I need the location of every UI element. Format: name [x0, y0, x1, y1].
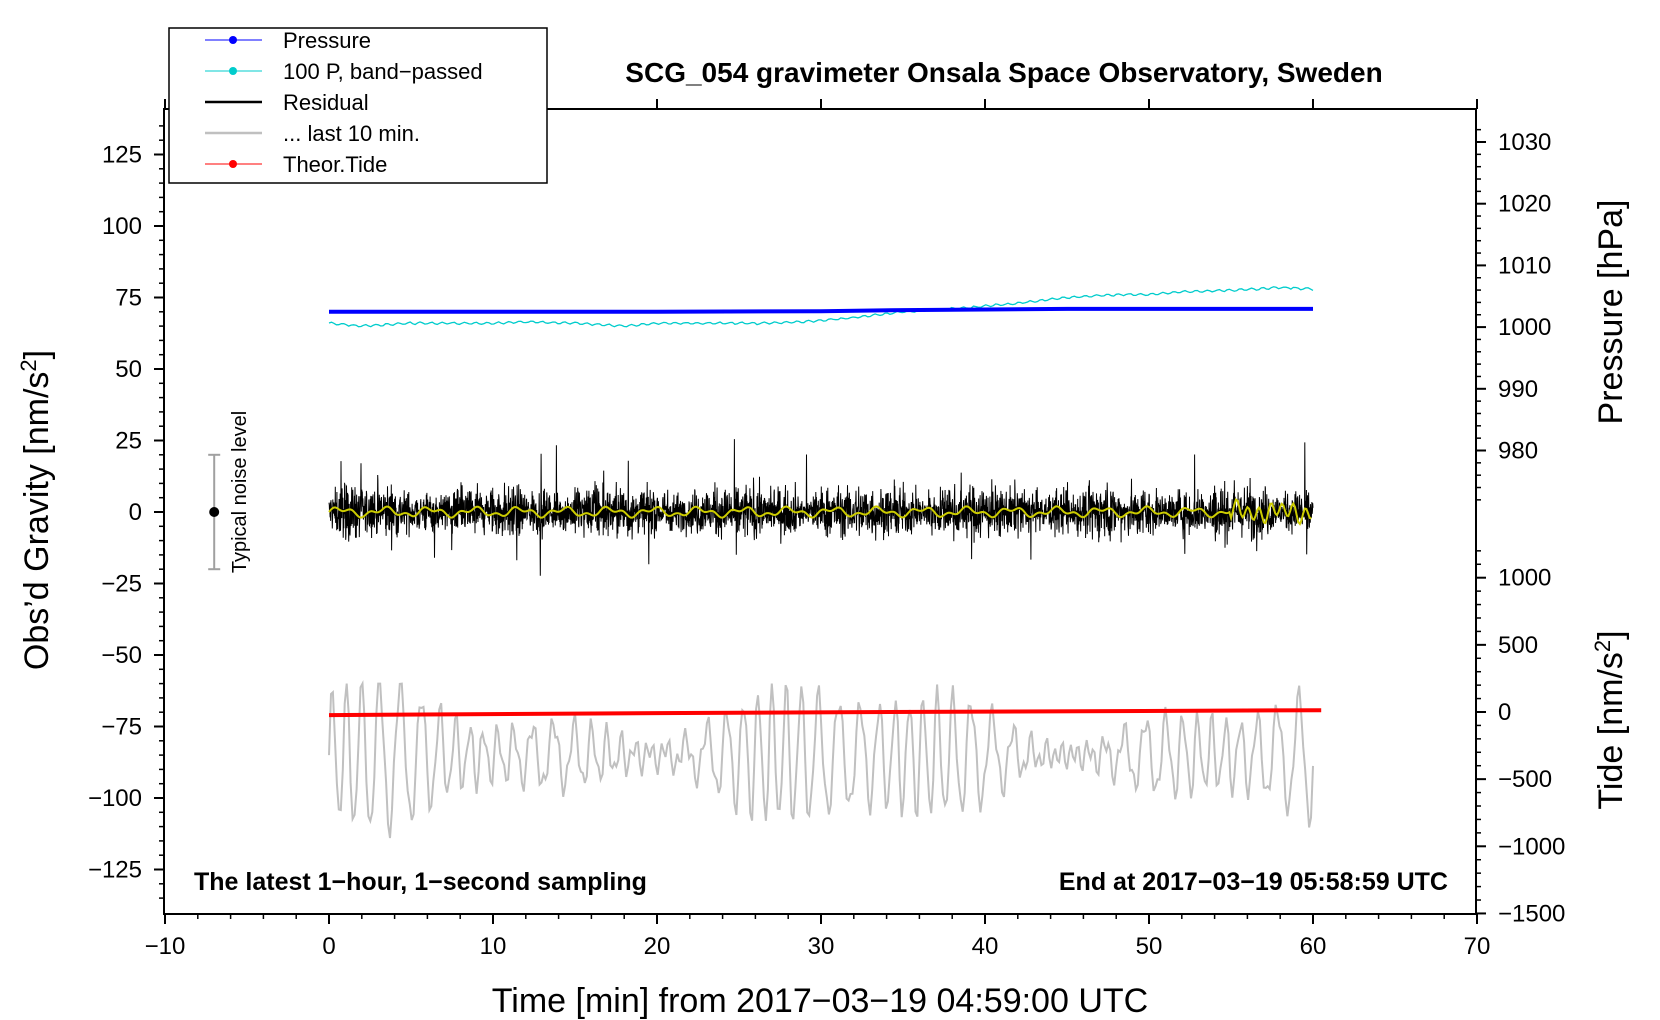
y-tick-label: 100: [102, 213, 142, 240]
x-tick-label: 10: [480, 933, 507, 960]
noise-indicator: Typical noise level: [208, 411, 251, 573]
series-pressure: [329, 306, 1313, 314]
pressure-tick-label: 1020: [1498, 191, 1551, 218]
tide-tick-label: −500: [1498, 766, 1552, 793]
x-tick-label: 40: [972, 933, 999, 960]
series-layer: [328, 286, 1322, 839]
pressure-tick-label: 1030: [1498, 129, 1551, 156]
x-tick-label: 20: [644, 933, 671, 960]
legend-label: Residual: [283, 90, 369, 115]
y-tick-label: −125: [88, 857, 142, 884]
y-tick-label: 75: [115, 285, 142, 312]
x-tick-label: 50: [1136, 933, 1163, 960]
series-theor-tide: [328, 708, 1322, 718]
pressure-tick-label: 1010: [1498, 252, 1551, 279]
tide-tick-label: 1000: [1498, 565, 1551, 592]
y-tick-label: 0: [129, 499, 142, 526]
pressure-tick-label: 990: [1498, 376, 1538, 403]
series-residual-smoothed: [328, 498, 1312, 526]
series-last-10-min: [328, 679, 1314, 839]
y-tick-label: 25: [115, 428, 142, 455]
footer-left-note: The latest 1−hour, 1−second sampling: [194, 868, 647, 896]
legend-label: Pressure: [283, 28, 371, 53]
x-tick-label: 70: [1464, 933, 1491, 960]
x-tick-label: 30: [808, 933, 835, 960]
pressure-tick-label: 1000: [1498, 314, 1551, 341]
legend-label: ... last 10 min.: [283, 121, 420, 146]
y-tick-label: −50: [101, 642, 142, 669]
tide-tick-label: 0: [1498, 699, 1511, 726]
chart-title: SCG_054 gravimeter Onsala Space Observat…: [625, 57, 1382, 88]
x-tick-label: −10: [145, 933, 186, 960]
y-tick-label: −75: [101, 714, 142, 741]
pressure-tick-label: 980: [1498, 438, 1538, 465]
y-tick-label: −25: [101, 571, 142, 598]
legend-label: Theor.Tide: [283, 152, 387, 177]
y-axis-pressure-title: Pressure [hPa]: [1592, 200, 1630, 425]
legend-swatch-dot: [229, 160, 237, 168]
series-residual: [328, 439, 1314, 576]
footer-right-note: End at 2017−03−19 05:58:59 UTC: [1059, 868, 1448, 896]
x-tick-label: 0: [322, 933, 335, 960]
y-axis-left-title: Obs’d Gravity [nm/s2]: [16, 350, 56, 670]
legend-swatch-dot: [229, 67, 237, 75]
y-tick-label: 125: [102, 142, 142, 169]
legend: Pressure 100 P, band−passed Residual ... la…: [168, 27, 548, 184]
legend-label: 100 P, band−passed: [283, 59, 483, 84]
series-pressure-bandpassed: [328, 286, 1314, 328]
y-tick-label: −100: [88, 785, 142, 812]
tide-tick-label: −1000: [1498, 833, 1565, 860]
noise-label: Typical noise level: [229, 411, 251, 573]
tide-tick-label: −1500: [1498, 900, 1565, 927]
legend-swatch-dot: [229, 36, 237, 44]
y-axis-tide-title: Tide [nm/s2]: [1590, 630, 1630, 809]
x-tick-label: 60: [1300, 933, 1327, 960]
tide-tick-label: 500: [1498, 632, 1538, 659]
x-axis-title: Time [min] from 2017−03−19 04:59:00 UTC: [492, 982, 1148, 1020]
y-tick-label: 50: [115, 356, 142, 383]
legend-box: [168, 27, 548, 184]
